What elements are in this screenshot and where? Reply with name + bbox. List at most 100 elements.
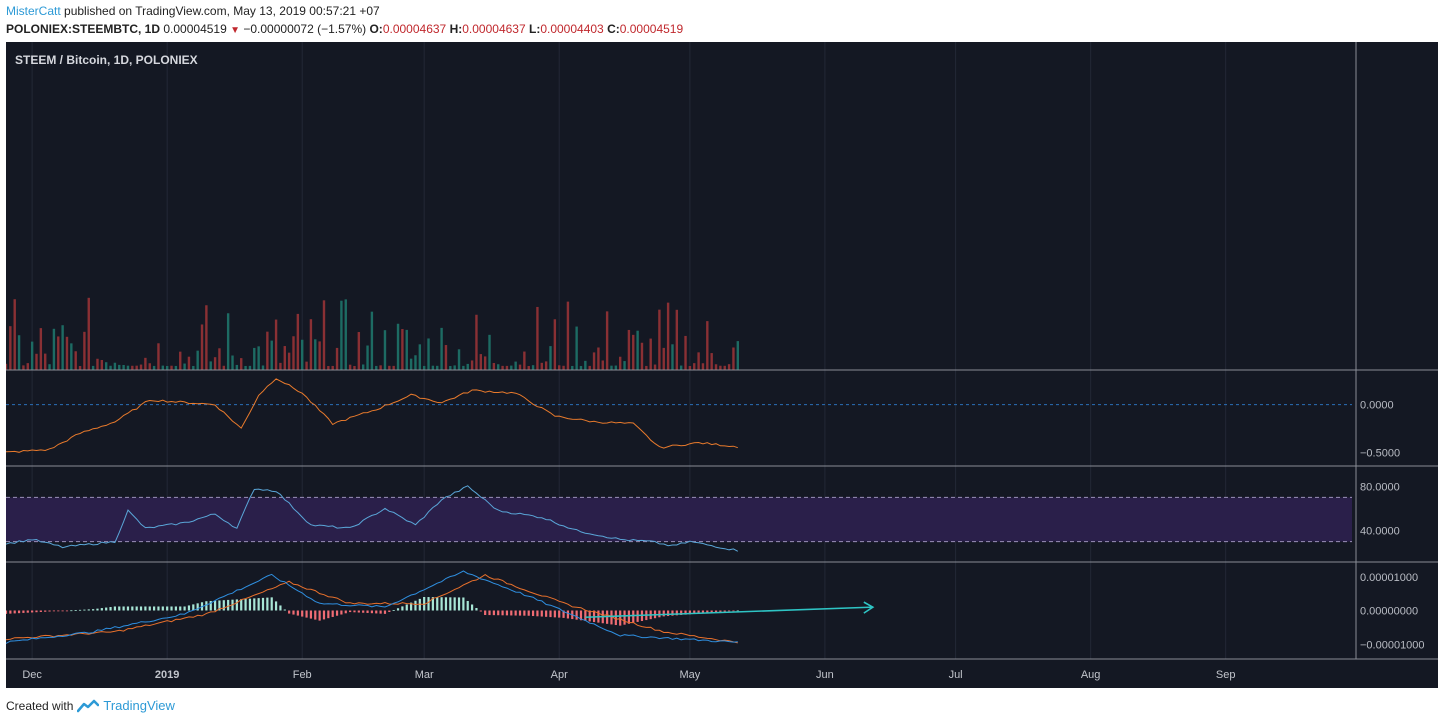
macd-histogram-bar <box>22 610 25 613</box>
macd-histogram-bar <box>470 604 474 611</box>
volume-bar <box>723 365 726 370</box>
macd-histogram-bar <box>161 606 164 611</box>
macd-histogram-bar <box>440 597 443 611</box>
trend-arrow-line <box>585 606 873 619</box>
tradingview-logo-icon <box>77 699 100 712</box>
macd-histogram-bar <box>619 610 622 626</box>
macd-histogram-bar <box>283 609 286 611</box>
volume-bar <box>627 329 631 370</box>
macd-histogram-bar <box>362 610 365 613</box>
symbol-line: POLONIEX:STEEMBTC, 1D 0.00004519 ▼ −0.00… <box>6 22 683 36</box>
macd-histogram-bar <box>366 610 369 613</box>
volume-bar <box>218 348 221 370</box>
volume-bar <box>70 343 73 370</box>
macd-histogram-bar <box>166 606 169 611</box>
volume-bar <box>392 365 395 370</box>
volume-bar <box>431 365 435 370</box>
volume-bar <box>61 325 64 370</box>
macd-histogram-bar <box>331 610 334 617</box>
macd-histogram-bar <box>449 597 452 611</box>
macd-histogram-bar <box>549 610 552 618</box>
volume-bar <box>440 327 443 370</box>
volume-bar <box>592 352 596 370</box>
macd-histogram-bar <box>92 609 95 611</box>
macd-histogram-bar <box>113 606 116 611</box>
volume-bar <box>475 314 478 370</box>
macd-histogram-bar <box>714 610 718 613</box>
macd-histogram-bar <box>410 602 413 611</box>
x-tick-label: Mar <box>415 669 434 681</box>
macd-histogram-bar <box>296 610 299 616</box>
macd-histogram-bar <box>257 598 260 611</box>
volume-bar <box>361 364 365 370</box>
macd-histogram-bar <box>96 608 99 611</box>
macd-histogram-bar <box>558 610 561 618</box>
macd-histogram-bar <box>126 606 130 611</box>
macd-line <box>6 570 738 644</box>
macd-histogram-bar <box>288 610 291 614</box>
macd-histogram-bar <box>575 610 578 620</box>
macd-histogram-bar <box>6 610 8 614</box>
volume-bar <box>96 358 99 370</box>
macd-histogram-bar <box>579 610 583 621</box>
volume-bar <box>623 361 626 370</box>
volume-bar <box>675 309 679 370</box>
volume-bar <box>244 365 247 370</box>
macd-histogram-bar <box>9 610 12 614</box>
macd-histogram-bar <box>309 610 313 619</box>
volume-bar <box>457 349 461 370</box>
macd-histogram-bar <box>671 610 674 616</box>
volume-bar <box>688 365 692 370</box>
macd-histogram-bar <box>479 610 482 612</box>
volume-bar <box>527 366 530 370</box>
volume-bar <box>205 305 208 370</box>
macd-histogram-bar <box>100 608 103 611</box>
macd-histogram-bar <box>222 600 225 611</box>
volume-bar <box>436 365 439 370</box>
x-tick-label: Sep <box>1216 669 1236 681</box>
volume-bar <box>422 365 426 370</box>
volume-bar <box>658 309 661 370</box>
macd-histogram-bar <box>584 610 587 621</box>
macd-histogram-bar <box>545 610 548 617</box>
volume-bar <box>492 362 496 370</box>
volume-bar <box>235 364 239 370</box>
macd-histogram-bar <box>457 597 461 611</box>
macd-histogram-bar <box>510 610 513 616</box>
macd-histogram-bar <box>405 604 408 611</box>
volume-bar <box>109 365 112 370</box>
volume-bar <box>366 345 369 370</box>
chart-area[interactable]: Dec2019FebMarAprMayJunJulAugSep0.0001600… <box>6 42 1438 688</box>
macd-histogram-bar <box>675 610 678 616</box>
macd-histogram-bar <box>527 610 530 616</box>
macd-histogram-bar <box>274 601 278 611</box>
macd-histogram-bar <box>383 610 387 614</box>
volume-bar <box>13 299 16 370</box>
macd-histogram-bar <box>48 610 51 612</box>
volume-bar <box>91 365 95 370</box>
volume-bar <box>9 326 12 370</box>
close-label: C: <box>607 22 620 36</box>
volume-bar <box>479 354 483 370</box>
macd-histogram-bar <box>614 610 617 626</box>
volume-bar <box>200 324 204 370</box>
open-value: 0.00004637 <box>382 22 447 36</box>
open-label: O: <box>369 22 383 36</box>
tradingview-brand[interactable]: TradingView <box>103 698 175 713</box>
volume-bar <box>301 339 304 370</box>
volume-bar <box>453 365 456 370</box>
macd-histogram-bar <box>349 610 352 613</box>
volume-bar <box>113 362 117 370</box>
macd-histogram-bar <box>65 610 69 612</box>
macd-histogram-bar <box>732 610 735 612</box>
macd-histogram-bar <box>736 610 739 612</box>
macd-histogram-bar <box>31 610 34 613</box>
chart-canvas[interactable]: Dec2019FebMarAprMayJunJulAugSep0.0001600… <box>6 42 1438 688</box>
high-label: H: <box>449 22 463 36</box>
volume-bar <box>505 365 509 370</box>
volume-bar <box>375 365 378 370</box>
macd-histogram-bar <box>266 597 269 611</box>
author-link[interactable]: MisterCatt <box>6 4 61 18</box>
macd-histogram-bar <box>213 600 217 611</box>
indicator-tick-label: 0.0000 <box>1360 400 1394 412</box>
